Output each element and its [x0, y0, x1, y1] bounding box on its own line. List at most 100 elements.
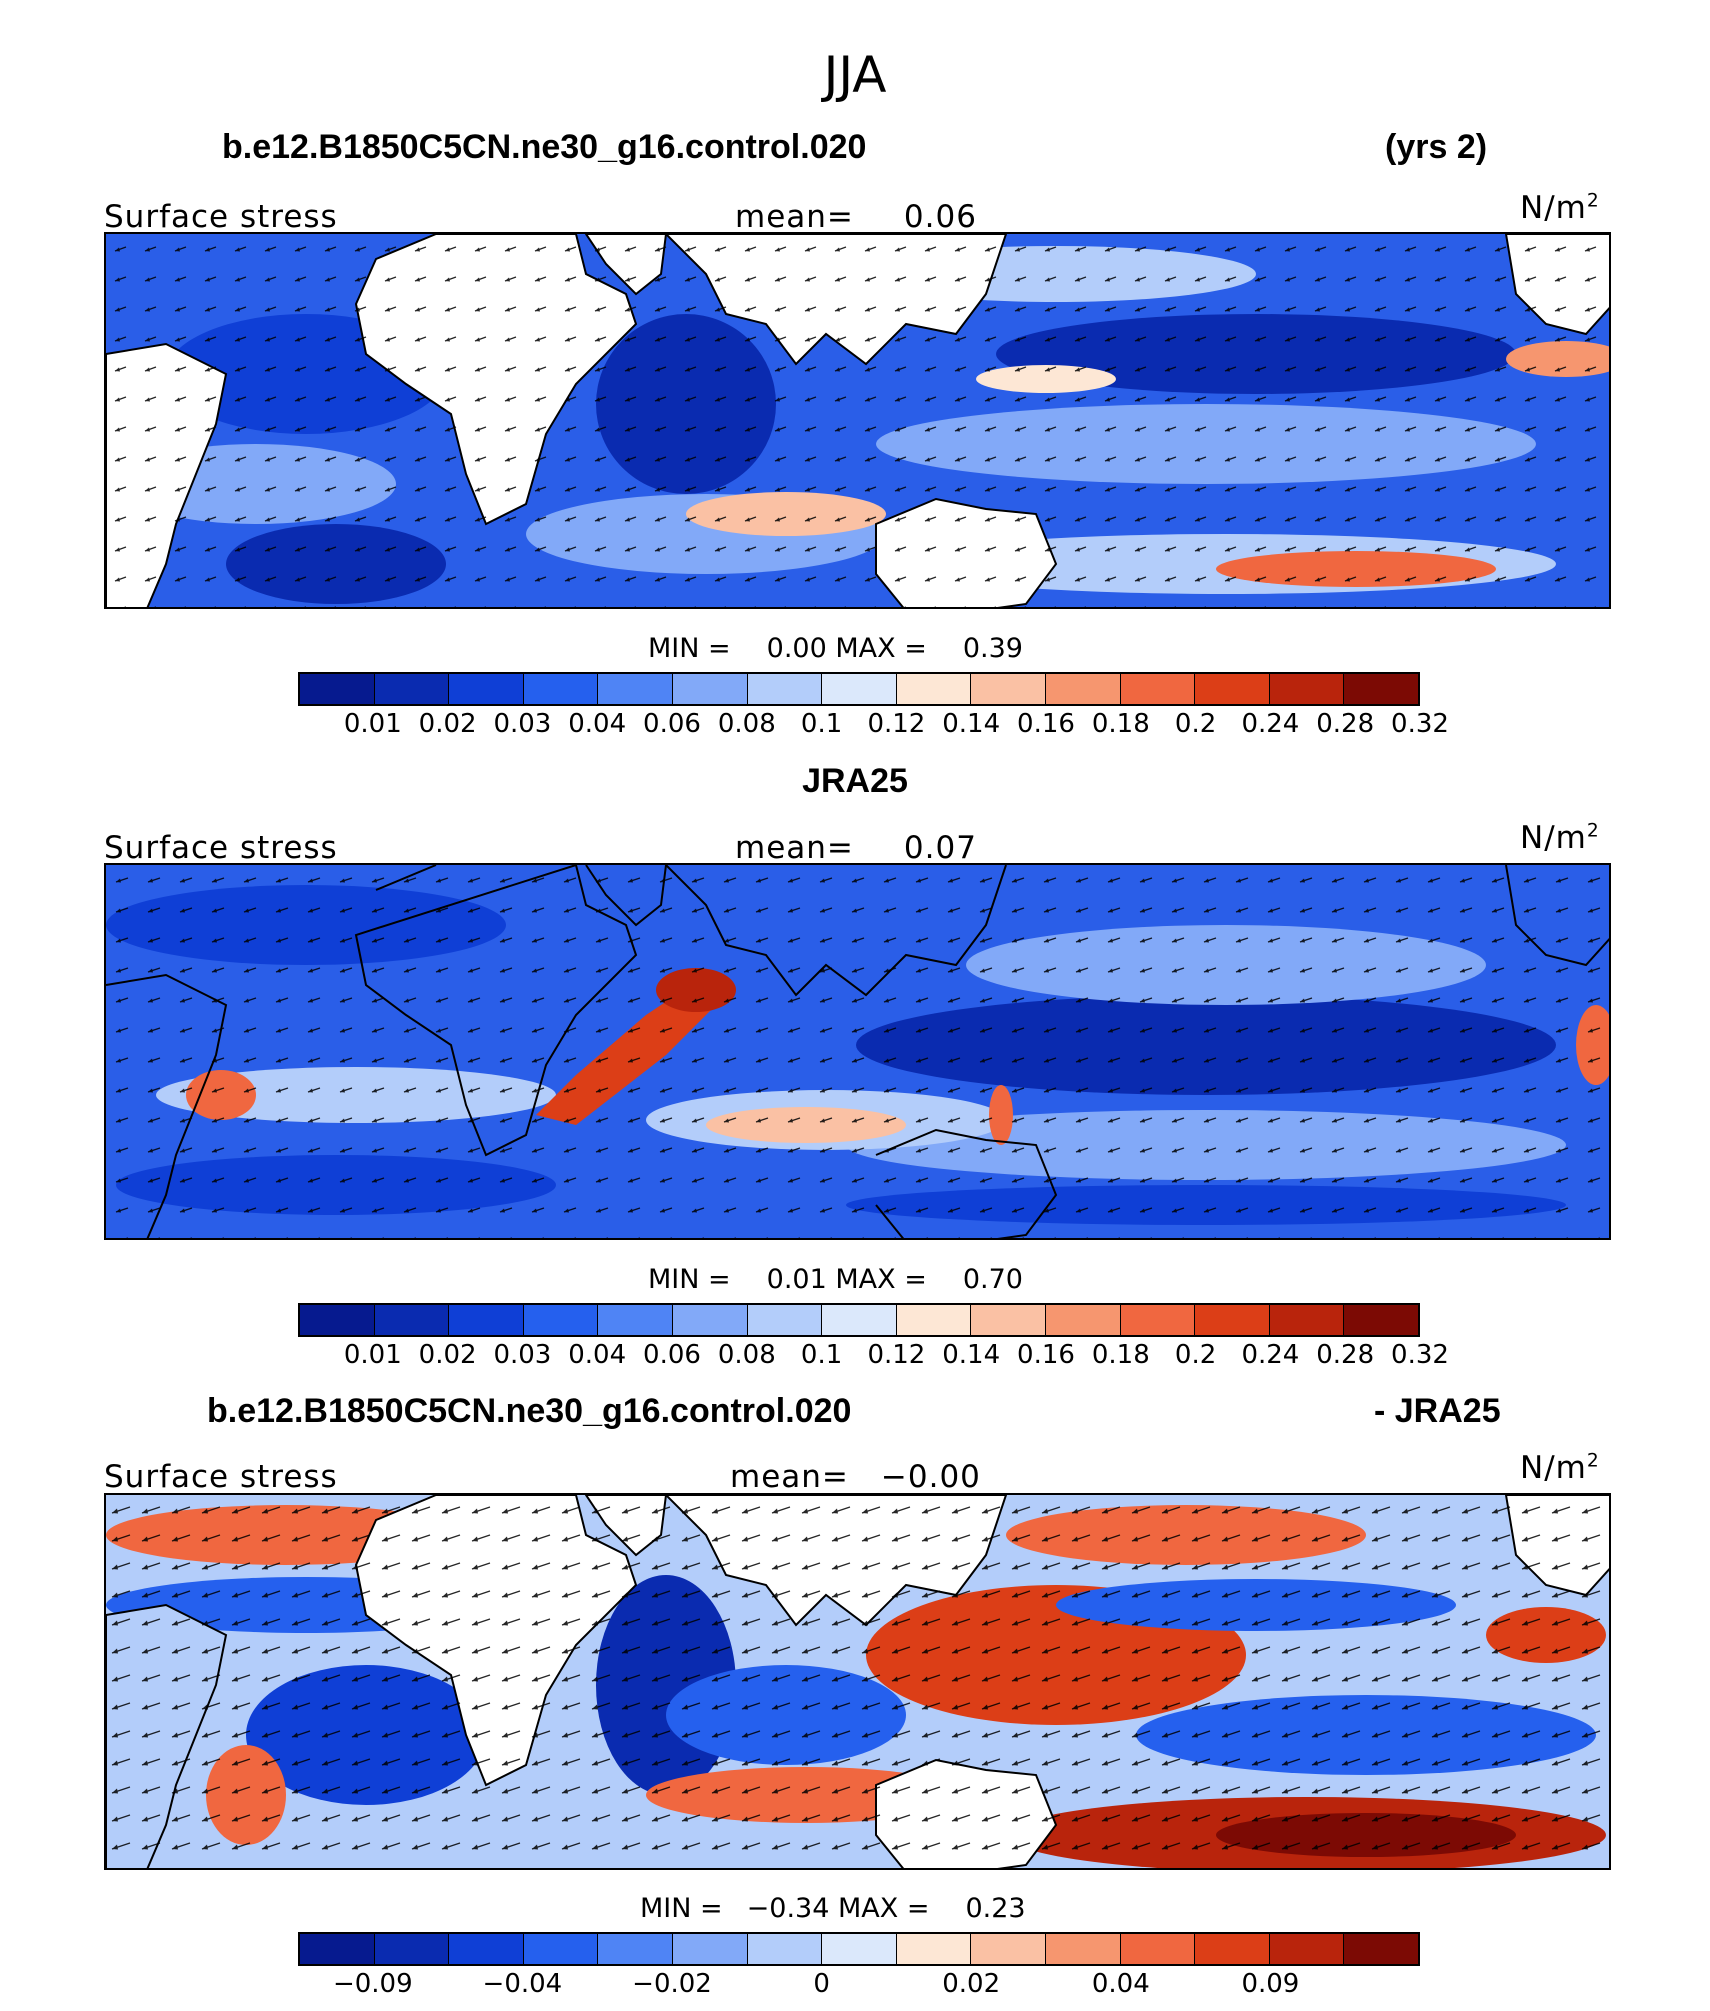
- colorbar-tick-label: 0.18: [1091, 709, 1150, 739]
- panel1-variable-label: Surface stress: [104, 199, 338, 235]
- panel1-mean-label: mean= 0.06: [735, 199, 977, 235]
- colorbar-bin: [300, 1305, 375, 1335]
- colorbar-tick-label: 0.01: [343, 1340, 402, 1370]
- colorbar-tick-label: 0.16: [1017, 1340, 1075, 1370]
- colorbar-bin: [1269, 674, 1345, 704]
- colorbar-tick-label: 0.01: [343, 709, 402, 739]
- panel3-mean-value: −0.00: [880, 1459, 981, 1495]
- panel2-min-value: 0.01: [766, 1264, 827, 1295]
- colorbar-bin: [598, 674, 673, 704]
- colorbar-bin: [747, 1934, 823, 1964]
- colorbar-bin: [523, 1305, 599, 1335]
- panel1-minmax: MIN = 0.00 MAX = 0.39: [648, 633, 1023, 664]
- colorbar-bin: [1120, 1934, 1196, 1964]
- panel3-minmax: MIN = −0.34 MAX = 0.23: [640, 1893, 1026, 1924]
- colorbar-tick-label: 0.02: [418, 1340, 477, 1370]
- colorbar-tick-label: 0.08: [717, 1340, 776, 1370]
- panel1-min-value: 0.00: [766, 633, 827, 664]
- panel1-max-value: 0.39: [962, 633, 1023, 664]
- panel2-title: JRA25: [802, 762, 908, 800]
- colorbar-tick-label: 0.06: [643, 1340, 701, 1370]
- colorbar-bin: [896, 1934, 972, 1964]
- colorbar-bin: [1344, 674, 1418, 704]
- colorbar-bin: [822, 1934, 897, 1964]
- panel3-mean-label: mean= −0.00: [730, 1459, 981, 1495]
- colorbar-tick-label: 0.32: [1391, 709, 1449, 739]
- colorbar-tick-label: 0.12: [867, 1340, 926, 1370]
- panel1-mean-value: 0.06: [903, 199, 977, 235]
- panel2-stress-vectors: [106, 865, 1609, 1238]
- panel2-mean-label: mean= 0.07: [735, 830, 977, 866]
- panel2-map-svg: [106, 865, 1609, 1238]
- colorbar-bin: [1045, 674, 1121, 704]
- colorbar-bin: [896, 1305, 972, 1335]
- colorbar-bin: [672, 1934, 748, 1964]
- colorbar-bin: [1195, 1934, 1270, 1964]
- colorbar-bin: [1120, 674, 1196, 704]
- colorbar-bin: [374, 674, 450, 704]
- colorbar-tick-label: 0.02: [418, 709, 477, 739]
- panel3-min-value: −0.34: [746, 1893, 830, 1924]
- colorbar-bin: [1045, 1305, 1121, 1335]
- colorbar-bin: [822, 674, 897, 704]
- panel2-max-value: 0.70: [962, 1264, 1023, 1295]
- panel1-colorbar: [298, 672, 1420, 706]
- panel3-units: N/m2: [1520, 1450, 1600, 1486]
- colorbar-tick-label: 0.32: [1391, 1340, 1449, 1370]
- colorbar-bin: [374, 1934, 450, 1964]
- colorbar-bin: [1120, 1305, 1196, 1335]
- colorbar-bin: [672, 674, 748, 704]
- colorbar-bin: [1195, 674, 1270, 704]
- colorbar-tick-label: 0.18: [1091, 1340, 1150, 1370]
- colorbar-bin: [896, 674, 972, 704]
- colorbar-tick-label: 0.08: [717, 709, 776, 739]
- colorbar-tick-label: 0.1: [800, 709, 843, 739]
- colorbar-tick-label: 0.02: [942, 1969, 1001, 1999]
- panel2-mean-value: 0.07: [903, 830, 977, 866]
- panel1-units: N/m2: [1520, 190, 1600, 226]
- colorbar-tick-label: 0.03: [493, 1340, 552, 1370]
- colorbar-tick-label: 0.28: [1316, 709, 1375, 739]
- colorbar-tick-label: 0.09: [1241, 1969, 1300, 1999]
- panel1-stress-vectors: [106, 234, 1609, 607]
- panel2-colorbar: [298, 1303, 1420, 1337]
- panel3-minus-label: - JRA25: [1374, 1392, 1501, 1430]
- colorbar-bin: [598, 1934, 673, 1964]
- colorbar-bin: [672, 1305, 748, 1335]
- colorbar-tick-label: 0.2: [1174, 1340, 1217, 1370]
- colorbar-tick-label: −0.04: [482, 1969, 563, 1999]
- panel2-variable-label: Surface stress: [104, 830, 338, 866]
- panel1-case-title: b.e12.B1850C5CN.ne30_g16.control.020: [222, 128, 867, 166]
- colorbar-bin: [523, 674, 599, 704]
- colorbar-bin: [1195, 1305, 1270, 1335]
- colorbar-tick-label: −0.02: [632, 1969, 712, 1999]
- colorbar-tick-label: 0.24: [1241, 709, 1300, 739]
- panel3-max-value: 0.23: [965, 1893, 1026, 1924]
- colorbar-tick-label: 0.14: [942, 709, 1001, 739]
- season-title: JJA: [823, 46, 887, 104]
- colorbar-tick-label: 0.14: [942, 1340, 1001, 1370]
- colorbar-bin: [374, 1305, 450, 1335]
- colorbar-bin: [971, 1305, 1046, 1335]
- colorbar-tick-label: 0.16: [1017, 709, 1075, 739]
- panel3-variable-label: Surface stress: [104, 1459, 338, 1495]
- colorbar-bin: [300, 674, 375, 704]
- colorbar-tick-label: 0.04: [1091, 1969, 1150, 1999]
- colorbar-tick-label: −0.09: [332, 1969, 413, 1999]
- colorbar-bin: [1269, 1305, 1345, 1335]
- colorbar-tick-label: 0.06: [643, 709, 701, 739]
- colorbar-bin: [971, 1934, 1046, 1964]
- colorbar-tick-label: 0.24: [1241, 1340, 1300, 1370]
- colorbar-bin: [1269, 1934, 1345, 1964]
- panel2-minmax: MIN = 0.01 MAX = 0.70: [648, 1264, 1023, 1295]
- colorbar-tick-label: 0.04: [568, 709, 627, 739]
- panel1-years-label: (yrs 2): [1385, 128, 1488, 166]
- panel1-map-svg: [106, 234, 1609, 607]
- colorbar-tick-label: 0: [813, 1969, 830, 1999]
- colorbar-bin: [449, 1934, 524, 1964]
- panel2-units: N/m2: [1520, 820, 1600, 856]
- colorbar-tick-label: 0.04: [568, 1340, 627, 1370]
- colorbar-bin: [523, 1934, 599, 1964]
- colorbar-bin: [449, 1305, 524, 1335]
- panel3-stress-vectors: [106, 1495, 1609, 1868]
